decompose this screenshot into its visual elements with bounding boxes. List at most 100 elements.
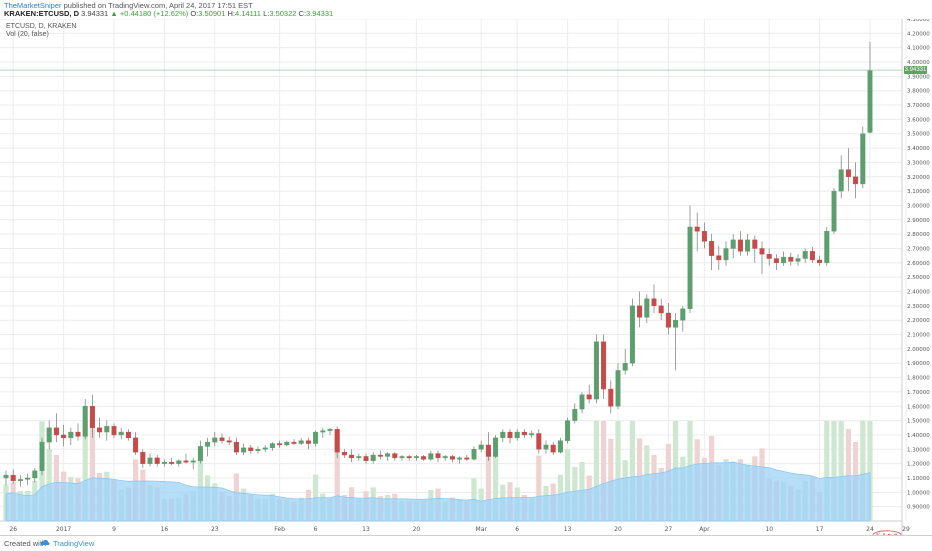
candle-body <box>356 456 362 459</box>
candle-body <box>845 169 851 177</box>
candle-body <box>593 341 599 400</box>
x-tick-label: 6 <box>314 526 318 533</box>
y-tick-label: 2.60000 <box>907 261 930 267</box>
candle-body <box>363 456 369 461</box>
y-tick-label: 2.80000 <box>907 232 930 238</box>
candle-body <box>197 446 203 461</box>
close-label: C: <box>298 9 307 18</box>
candle-body <box>615 370 621 407</box>
candle-body <box>687 226 693 309</box>
candle-body <box>226 440 232 443</box>
candle-body <box>104 426 110 433</box>
candle-body <box>521 431 527 436</box>
candle-body <box>637 305 643 318</box>
candle-body <box>644 298 650 318</box>
candle-body <box>32 470 38 479</box>
candle-body <box>349 454 355 459</box>
candle-body <box>68 431 74 439</box>
open-value: 3.50901 <box>198 9 226 18</box>
candle-body <box>53 427 59 436</box>
candle-body <box>284 441 290 446</box>
x-tick-label: 16 <box>161 526 169 533</box>
high-label: H: <box>227 9 235 18</box>
candle-body <box>421 456 427 460</box>
y-tick-label: 3.50000 <box>907 132 930 138</box>
author-link[interactable]: TheMarketSniper <box>4 1 62 10</box>
candle-body <box>428 453 434 460</box>
y-tick-label: 2.90000 <box>907 218 930 224</box>
candle-body <box>277 443 283 446</box>
candle-body <box>795 258 801 262</box>
candle-body <box>118 431 124 436</box>
candle-body <box>781 256 787 264</box>
candle-body <box>802 251 808 259</box>
candle-body <box>183 460 189 463</box>
y-tick-label: 4.20000 <box>907 31 930 37</box>
x-tick-label: Feb <box>274 526 285 533</box>
candle-body <box>377 454 383 457</box>
x-tick-label: 6 <box>515 526 519 533</box>
candle-body <box>89 406 95 428</box>
chart-area[interactable]: 0.90000 1.00000 1.10000 1.20000 1.30000 1.400… <box>0 19 932 540</box>
x-tick-label: 13 <box>362 526 370 533</box>
candle-body <box>471 449 477 460</box>
candle-body <box>370 454 376 461</box>
candle-body <box>457 457 463 460</box>
y-tick-label: 3.00000 <box>907 203 930 209</box>
candle-body <box>435 453 441 459</box>
volume-bar <box>334 436 340 521</box>
chart-header: TheMarketSniper published on TradingView… <box>0 0 932 19</box>
publish-line: TheMarketSniper published on TradingView… <box>4 2 253 10</box>
candle-body <box>536 433 542 450</box>
y-tick-label: 1.70000 <box>907 390 930 396</box>
candle-body <box>773 258 779 264</box>
volume-legend[interactable]: Vol (20, false) <box>6 31 49 38</box>
candle-body <box>737 239 743 252</box>
created-with-label: Created with <box>4 539 47 548</box>
candle-body <box>500 431 506 439</box>
candle-body <box>730 239 736 249</box>
candle-body <box>399 456 405 459</box>
ohlc-line: KRAKEN:ETCUSD, D 3.94331 ▲ +0.44180 (+12… <box>4 10 333 18</box>
series-legend[interactable]: ETCUSD, D, KRAKEN <box>6 23 77 30</box>
candle-body <box>752 239 758 249</box>
y-tick-label: 2.00000 <box>907 347 930 353</box>
low-label: L: <box>263 9 270 18</box>
candle-body <box>853 176 859 185</box>
candle-body <box>817 259 823 264</box>
candle-body <box>673 320 679 328</box>
y-tick-label: 1.90000 <box>907 361 930 367</box>
y-tick-label: 3.60000 <box>907 117 930 123</box>
candle-body <box>46 427 52 443</box>
x-tick-label: 9 <box>112 526 116 533</box>
y-tick-label: 1.40000 <box>907 433 930 439</box>
candle-body <box>629 305 635 364</box>
candle-body <box>665 312 671 328</box>
y-tick-label: 2.20000 <box>907 318 930 324</box>
candle-body <box>61 434 67 439</box>
candle-body <box>291 441 297 444</box>
candle-body <box>205 441 211 447</box>
x-tick-label: 24 <box>866 526 874 533</box>
candle-body <box>327 429 333 431</box>
y-tick-label: 3.90000 <box>907 74 930 80</box>
volume-bar <box>845 429 851 521</box>
y-tick-label: 3.70000 <box>907 103 930 109</box>
tradingview-link[interactable]: TradingView <box>53 539 95 548</box>
x-tick-label: Mar <box>476 526 488 533</box>
candle-body <box>82 406 88 437</box>
open-label: O: <box>190 9 199 18</box>
price-chart[interactable]: 0.90000 1.00000 1.10000 1.20000 1.30000 1.400… <box>0 19 932 535</box>
x-tick-label: 29 <box>902 526 910 533</box>
candle-body <box>766 254 772 259</box>
volume-bar <box>601 421 607 521</box>
candle-body <box>161 461 167 464</box>
volume-bar <box>493 455 499 521</box>
candle-body <box>694 226 700 232</box>
candle-body <box>75 431 81 437</box>
symbol-name: KRAKEN:ETCUSD, D <box>4 9 79 18</box>
candle-body <box>10 474 16 482</box>
y-tick-label: 0.90000 <box>907 505 930 511</box>
candle-body <box>838 169 844 192</box>
candle-body <box>255 449 261 451</box>
